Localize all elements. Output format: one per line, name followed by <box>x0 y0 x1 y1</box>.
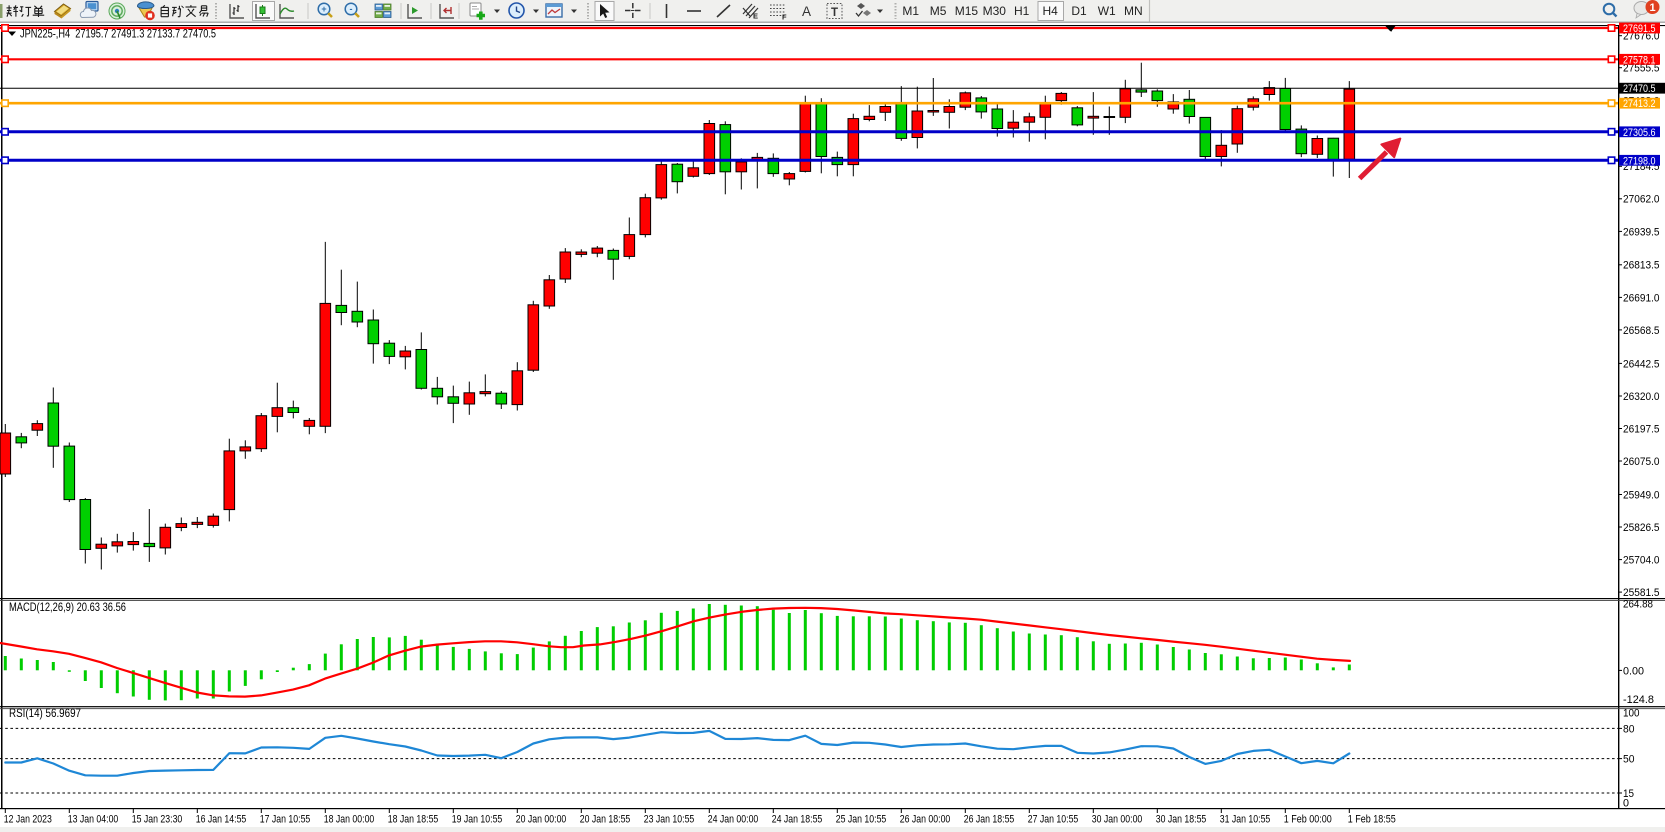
svg-text:F: F <box>782 13 787 22</box>
svg-text:27555.5: 27555.5 <box>1623 63 1660 75</box>
svg-text:27676.0: 27676.0 <box>1623 31 1660 43</box>
svg-text:30 Jan 18:55: 30 Jan 18:55 <box>1156 814 1207 826</box>
svg-text:-: - <box>350 4 353 14</box>
svg-text:26 Jan 18:55: 26 Jan 18:55 <box>964 814 1015 826</box>
svg-text:24 Jan 18:55: 24 Jan 18:55 <box>772 814 823 826</box>
svg-text:1 Feb 00:00: 1 Feb 00:00 <box>1284 814 1332 826</box>
svg-text:26813.5: 26813.5 <box>1623 260 1660 272</box>
svg-text:264.88: 264.88 <box>1623 599 1653 611</box>
svg-text:26075.0: 26075.0 <box>1623 456 1660 468</box>
svg-text:W1: W1 <box>1098 4 1116 18</box>
svg-text:1: 1 <box>1649 2 1655 14</box>
svg-text:27413.2: 27413.2 <box>1623 98 1656 110</box>
svg-text:26320.0: 26320.0 <box>1623 391 1660 403</box>
svg-text:25581.5: 25581.5 <box>1623 587 1660 599</box>
svg-text:25 Jan 10:55: 25 Jan 10:55 <box>836 814 887 826</box>
svg-text:26197.5: 26197.5 <box>1623 423 1660 435</box>
svg-text:E: E <box>753 12 758 21</box>
svg-text:+: + <box>321 4 326 14</box>
svg-text:25949.0: 25949.0 <box>1623 489 1660 501</box>
svg-text:30 Jan 00:00: 30 Jan 00:00 <box>1092 814 1143 826</box>
svg-text:12 Jan 2023: 12 Jan 2023 <box>4 814 52 826</box>
svg-text:100: 100 <box>1623 708 1640 720</box>
svg-text:80: 80 <box>1623 723 1635 735</box>
svg-text:26442.5: 26442.5 <box>1623 358 1660 370</box>
svg-text:-124.8: -124.8 <box>1623 694 1654 706</box>
svg-text:50: 50 <box>1623 754 1635 766</box>
svg-text:26691.0: 26691.0 <box>1623 292 1660 304</box>
svg-text:MN: MN <box>1124 4 1143 18</box>
svg-text:T: T <box>831 7 838 19</box>
svg-text:JPN225-,H4 27195.7 27491.3 27: JPN225-,H4 27195.7 27491.3 27133.7 27470… <box>20 27 216 41</box>
svg-text:1 Feb 18:55: 1 Feb 18:55 <box>1348 814 1396 826</box>
svg-text:0.00: 0.00 <box>1623 665 1644 677</box>
svg-text:H4: H4 <box>1043 4 1059 18</box>
svg-text:26939.5: 26939.5 <box>1623 226 1660 238</box>
svg-text:27 Jan 10:55: 27 Jan 10:55 <box>1028 814 1079 826</box>
svg-text:13 Jan 04:00: 13 Jan 04:00 <box>68 814 119 826</box>
svg-text:15: 15 <box>1623 788 1634 800</box>
svg-text:19 Jan 10:55: 19 Jan 10:55 <box>452 814 503 826</box>
svg-text:17 Jan 10:55: 17 Jan 10:55 <box>260 814 311 826</box>
svg-text:M5: M5 <box>930 4 947 18</box>
svg-text:M1: M1 <box>902 4 919 18</box>
svg-text:20 Jan 18:55: 20 Jan 18:55 <box>580 814 631 826</box>
svg-text:RSI(14) 56.9697: RSI(14) 56.9697 <box>9 706 81 720</box>
svg-text:26 Jan 00:00: 26 Jan 00:00 <box>900 814 951 826</box>
svg-text:18 Jan 18:55: 18 Jan 18:55 <box>388 814 439 826</box>
svg-text:24 Jan 00:00: 24 Jan 00:00 <box>708 814 759 826</box>
svg-text:M15: M15 <box>955 4 979 18</box>
svg-text:27578.1: 27578.1 <box>1623 54 1656 66</box>
svg-text:M30: M30 <box>983 4 1007 18</box>
svg-text:26568.5: 26568.5 <box>1623 325 1660 337</box>
svg-text:27305.6: 27305.6 <box>1623 127 1656 139</box>
svg-text:27470.5: 27470.5 <box>1623 83 1656 95</box>
svg-text:15 Jan 23:30: 15 Jan 23:30 <box>132 814 183 826</box>
svg-text:0: 0 <box>1623 798 1629 810</box>
svg-text:MACD(12,26,9) 20.63 36.56: MACD(12,26,9) 20.63 36.56 <box>9 600 126 614</box>
svg-text:31 Jan 10:55: 31 Jan 10:55 <box>1220 814 1271 826</box>
svg-text:27691.5: 27691.5 <box>1623 23 1656 35</box>
svg-text:27062.0: 27062.0 <box>1623 194 1660 206</box>
svg-text:20 Jan 00:00: 20 Jan 00:00 <box>516 814 567 826</box>
svg-text:25704.0: 25704.0 <box>1623 555 1660 567</box>
svg-text:D1: D1 <box>1071 4 1087 18</box>
svg-text:18 Jan 00:00: 18 Jan 00:00 <box>324 814 375 826</box>
svg-text:A: A <box>802 4 811 19</box>
svg-text:23 Jan 10:55: 23 Jan 10:55 <box>644 814 695 826</box>
svg-text:27198.0: 27198.0 <box>1623 155 1656 167</box>
svg-text:H1: H1 <box>1014 4 1030 18</box>
svg-text:25826.5: 25826.5 <box>1623 522 1660 534</box>
svg-text:16 Jan 14:55: 16 Jan 14:55 <box>196 814 247 826</box>
